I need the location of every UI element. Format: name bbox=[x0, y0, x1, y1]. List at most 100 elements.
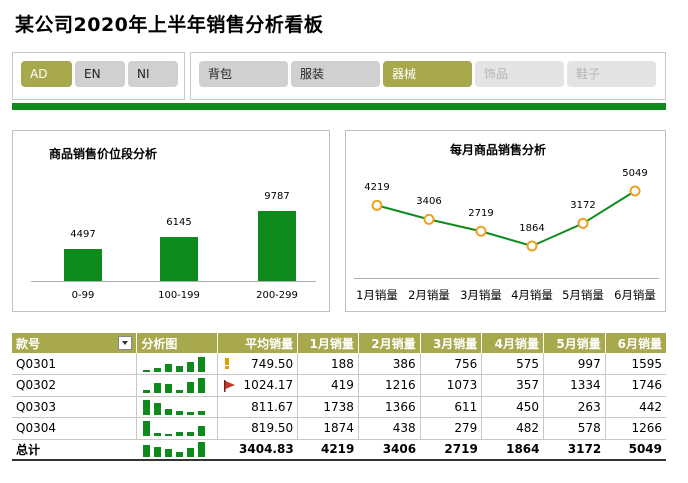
slicer-button-clothing[interactable]: 服装 bbox=[291, 61, 380, 87]
month-category-label: 5月销量 bbox=[562, 288, 604, 302]
bar-category-label: 0-99 bbox=[71, 290, 95, 301]
cell-sparkline bbox=[136, 396, 219, 418]
total-mar: 2719 bbox=[420, 438, 482, 461]
cell-month-2: 386 bbox=[358, 353, 421, 375]
month-category-label: 1月销量 bbox=[356, 288, 398, 302]
cell-month-4: 482 bbox=[481, 417, 544, 440]
cell-month-1: 188 bbox=[297, 353, 359, 375]
slicer-button-en[interactable]: EN bbox=[75, 61, 125, 87]
bar-100-199 bbox=[160, 237, 198, 281]
cell-month-2: 438 bbox=[358, 417, 421, 440]
cell-avg: 1024.17 bbox=[217, 374, 299, 397]
cell-month-2: 1216 bbox=[358, 374, 421, 397]
month-category-label: 6月销量 bbox=[614, 288, 656, 302]
sparkline-bar bbox=[165, 409, 173, 415]
cell-month-3: 756 bbox=[420, 353, 483, 375]
total-label: 总计 bbox=[12, 438, 137, 461]
cell-avg: 749.50 bbox=[217, 353, 299, 375]
cell-month-3: 1073 bbox=[420, 374, 483, 397]
cell-month-5: 1334 bbox=[543, 374, 606, 397]
cell-avg: 811.67 bbox=[217, 396, 299, 418]
sparkline-bar bbox=[176, 390, 184, 394]
cell-id: Q0302 bbox=[12, 374, 138, 397]
month-category-label: 2月销量 bbox=[408, 288, 450, 302]
sparkline-bar bbox=[198, 410, 206, 415]
sparkline-bar bbox=[165, 434, 173, 437]
col-header-id: 款号 bbox=[12, 333, 138, 353]
sparkline-bar bbox=[153, 447, 161, 458]
cell-id: Q0303 bbox=[12, 396, 138, 418]
cell-id: Q0304 bbox=[12, 417, 138, 440]
cell-month-3: 279 bbox=[420, 417, 483, 440]
sales-line bbox=[376, 190, 636, 248]
x-axis-line bbox=[354, 278, 659, 279]
col-header-avg: 平均销量 bbox=[217, 333, 299, 353]
cell-id: Q0301 bbox=[12, 353, 138, 375]
exclamation-icon bbox=[224, 358, 230, 372]
line-value-label: 3172 bbox=[570, 200, 596, 212]
total-jun: 5049 bbox=[605, 438, 666, 461]
page-title: 某公司2020年上半年销售分析看板 bbox=[15, 14, 324, 36]
filter-dropdown-icon[interactable] bbox=[118, 335, 133, 350]
cell-month-1: 1738 bbox=[297, 396, 359, 418]
cell-month-4: 357 bbox=[481, 374, 544, 397]
cell-month-1: 419 bbox=[297, 374, 359, 397]
line-point-marker bbox=[371, 199, 383, 211]
line-point-marker bbox=[577, 217, 589, 229]
cell-sparkline bbox=[136, 374, 219, 397]
red-flag-icon bbox=[224, 380, 236, 395]
total-may: 3172 bbox=[543, 438, 606, 461]
monthly-sales-chart: 每月商品销售分析 4219 1月销量 3406 2月销量 2719 3月销量 1864 4月销… bbox=[345, 130, 666, 312]
line-value-label: 3406 bbox=[416, 196, 442, 208]
sparkline-bar bbox=[154, 432, 162, 437]
sparkline-bar bbox=[198, 426, 206, 437]
sparkline-bar bbox=[197, 442, 205, 458]
cell-month-6: 1746 bbox=[605, 374, 666, 397]
cell-month-1: 1874 bbox=[297, 417, 359, 440]
slicer-button-backpack[interactable]: 背包 bbox=[199, 61, 288, 87]
slicer-button-accessories[interactable]: 饰品 bbox=[475, 61, 564, 87]
total-jan: 4219 bbox=[297, 438, 359, 461]
header-divider bbox=[12, 103, 666, 110]
line-point-marker bbox=[629, 185, 641, 197]
sales-table: 款号 分析图 平均销量 1月销量 2月销量 3月销量 4月销量 5月销量 6月销… bbox=[12, 333, 666, 461]
row-sparkline bbox=[141, 419, 213, 437]
line-value-label: 5049 bbox=[622, 168, 648, 179]
sparkline-bar bbox=[176, 410, 184, 415]
table-total-row: 总计 3404.83 4219 3406 2719 1864 3172 5049 bbox=[12, 438, 666, 461]
table-row: Q0304 819.50 1874 438 279 482 578 1266 bbox=[12, 417, 666, 440]
price-chart-title: 商品销售价位段分析 bbox=[49, 147, 158, 161]
slicer-button-shoes[interactable]: 鞋子 bbox=[567, 61, 656, 87]
cell-month-6: 1595 bbox=[605, 353, 666, 375]
cell-sparkline bbox=[136, 353, 219, 375]
price-range-chart: 商品销售价位段分析 4497 0-99 6145 100-199 9787 200-299 bbox=[12, 130, 330, 312]
bar-category-label: 200-299 bbox=[256, 290, 298, 301]
cell-sparkline bbox=[136, 417, 219, 440]
line-value-label: 2719 bbox=[468, 208, 494, 220]
sparkline-bar bbox=[154, 402, 162, 415]
col-header-jun: 6月销量 bbox=[605, 333, 666, 353]
bar-value-label: 6145 bbox=[166, 217, 192, 229]
avg-value: 819.50 bbox=[251, 421, 294, 436]
month-category-label: 3月销量 bbox=[460, 288, 502, 302]
table-header-row: 款号 分析图 平均销量 1月销量 2月销量 3月销量 4月销量 5月销量 6月销… bbox=[12, 333, 666, 353]
table-row: Q0301 749.50 188 386 756 575 997 1595 bbox=[12, 353, 666, 375]
total-apr: 1864 bbox=[481, 438, 544, 461]
cell-month-6: 442 bbox=[605, 396, 666, 418]
total-feb: 3406 bbox=[358, 438, 421, 461]
sparkline-bar bbox=[143, 421, 151, 437]
total-avg: 3404.83 bbox=[217, 438, 298, 461]
cell-month-4: 450 bbox=[481, 396, 544, 418]
table-row: Q0303 811.67 1738 1366 611 450 263 442 bbox=[12, 396, 666, 418]
bar-value-label: 9787 bbox=[264, 191, 290, 202]
bar-0-99 bbox=[64, 248, 102, 281]
slicer-button-ni[interactable]: NI bbox=[128, 61, 178, 87]
slicer-button-ad[interactable]: AD bbox=[21, 61, 72, 87]
sparkline-bar bbox=[198, 378, 206, 394]
sparkline-bar bbox=[143, 389, 151, 394]
cell-month-4: 575 bbox=[481, 353, 544, 375]
slicer-button-equipment[interactable]: 器械 bbox=[383, 61, 472, 87]
cell-avg: 819.50 bbox=[217, 417, 299, 440]
col-header-mar: 3月销量 bbox=[420, 333, 483, 353]
sparkline-bar bbox=[187, 381, 195, 394]
